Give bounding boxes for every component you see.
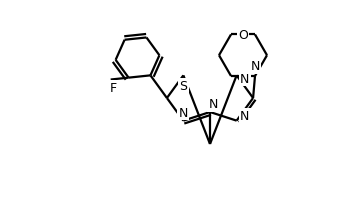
Text: N: N [250, 60, 260, 73]
Text: N: N [240, 110, 249, 123]
Text: N: N [208, 98, 218, 111]
Text: S: S [179, 80, 188, 92]
Text: N: N [179, 107, 188, 119]
Text: N: N [240, 73, 249, 85]
Text: O: O [238, 29, 248, 42]
Text: F: F [110, 82, 117, 95]
